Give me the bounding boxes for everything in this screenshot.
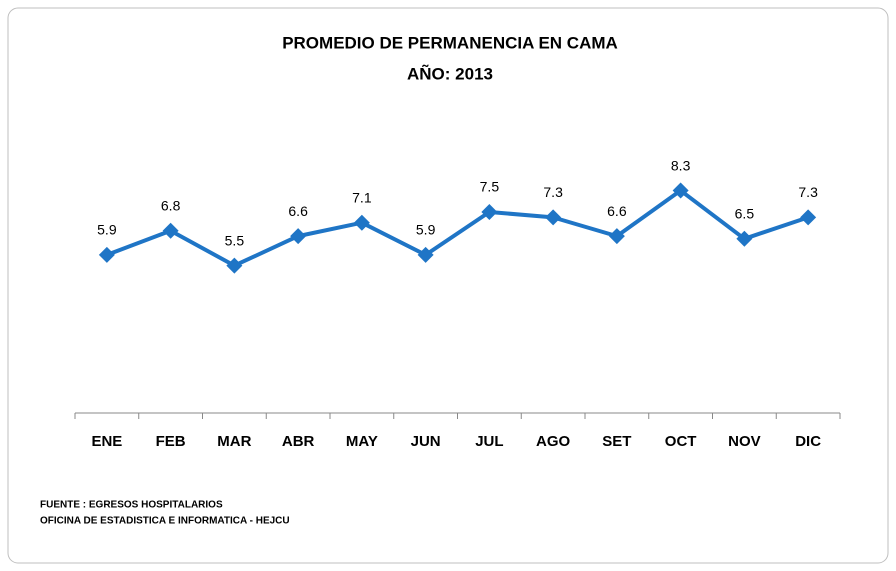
marker	[226, 257, 243, 274]
data-label: 7.1	[352, 189, 372, 205]
data-label: 7.3	[543, 184, 563, 200]
x-tick-label: OCT	[665, 433, 697, 450]
data-label: 8.3	[671, 157, 691, 173]
x-tick-label: SET	[602, 433, 631, 450]
x-tick-label: FEB	[156, 433, 186, 450]
data-label: 7.5	[480, 179, 500, 195]
marker	[736, 230, 753, 247]
data-label: 5.9	[97, 222, 117, 238]
data-label: 6.6	[607, 203, 627, 219]
marker	[608, 228, 625, 245]
marker	[545, 209, 562, 226]
marker	[481, 204, 498, 220]
marker	[290, 228, 307, 245]
data-label: 5.9	[416, 222, 436, 238]
x-tick-label: DIC	[795, 433, 821, 450]
data-label: 6.5	[735, 206, 755, 222]
x-tick-label: JUN	[411, 433, 441, 450]
note: FUENTE : EGRESOS HOSPITALARIOS	[40, 500, 223, 511]
x-tick-label: MAR	[217, 433, 251, 450]
chart-title: PROMEDIO DE PERMANENCIA EN CAMA	[282, 33, 618, 52]
chart-subtitle: AÑO: 2013	[407, 63, 493, 83]
marker	[417, 246, 434, 263]
data-label: 7.3	[798, 184, 818, 200]
x-tick-label: ABR	[282, 433, 315, 450]
marker	[353, 214, 370, 231]
x-tick-label: NOV	[728, 433, 761, 450]
marker	[162, 222, 179, 239]
chart-frame	[7, 7, 889, 564]
data-label: 5.5	[225, 232, 245, 248]
data-label: 6.6	[288, 203, 308, 219]
line	[106, 188, 809, 268]
x-tick-label: MAY	[346, 433, 378, 450]
x-tick-label: JUL	[475, 433, 503, 450]
marker	[800, 209, 817, 226]
data-label: 6.8	[161, 197, 181, 213]
x-tick-label: ENE	[91, 433, 122, 450]
x-tick-label: AGO	[536, 433, 571, 450]
marker	[98, 246, 115, 263]
marker	[672, 182, 689, 199]
note: OFICINA DE ESTADISTICA E INFORMATICA - H…	[40, 516, 290, 527]
